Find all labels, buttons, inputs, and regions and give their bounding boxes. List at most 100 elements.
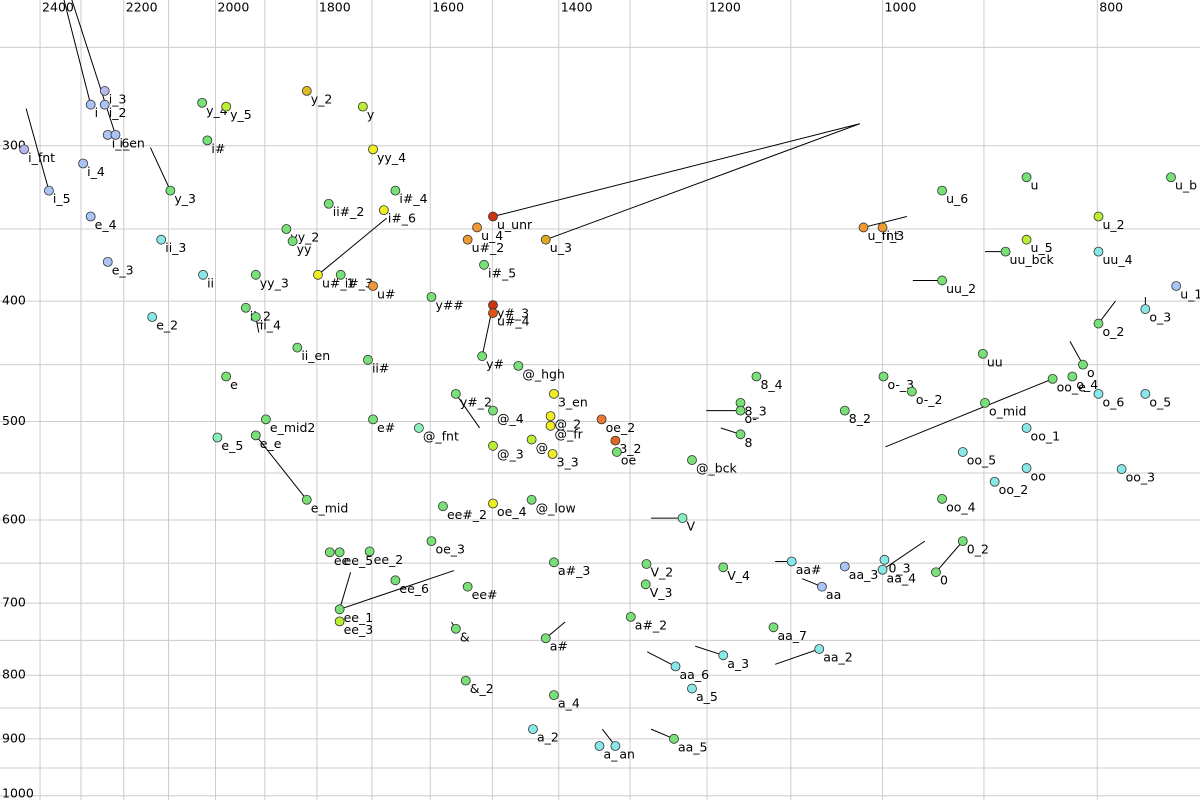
vowel-point bbox=[488, 498, 498, 509]
y-tick-label: 700 bbox=[2, 595, 26, 610]
vowel-point bbox=[937, 185, 947, 196]
vowel-point bbox=[462, 581, 473, 592]
point-label: oe_3 bbox=[435, 542, 465, 557]
vowel-point bbox=[488, 405, 498, 416]
vowel-point bbox=[878, 371, 889, 382]
vowel-point bbox=[313, 269, 323, 280]
point-label: i# bbox=[211, 141, 225, 156]
point-label: i bbox=[95, 105, 98, 120]
vowel-point bbox=[240, 302, 251, 313]
point-label: ii# bbox=[372, 360, 389, 375]
vowel-point bbox=[670, 661, 681, 672]
vowel-point bbox=[610, 435, 621, 446]
point-label: a_5 bbox=[696, 689, 718, 704]
vowel-point bbox=[1166, 172, 1176, 183]
vowel-point bbox=[931, 567, 941, 578]
point-label: &_2 bbox=[470, 681, 494, 696]
trajectory-line bbox=[885, 378, 1053, 448]
vowel-point bbox=[611, 447, 622, 457]
point-label: y_2 bbox=[311, 91, 333, 106]
vowel-point bbox=[839, 405, 850, 416]
point-label: o_4 bbox=[1076, 377, 1098, 392]
vowel-point bbox=[751, 371, 762, 382]
vowel-point bbox=[357, 101, 368, 112]
point-label: oe_4 bbox=[497, 504, 527, 519]
vowel-point bbox=[390, 185, 401, 196]
trajectory-line bbox=[339, 572, 352, 610]
vowel-point bbox=[438, 501, 448, 512]
vowel-point bbox=[250, 430, 261, 441]
point-label: oo bbox=[1031, 469, 1046, 484]
vowel-point bbox=[450, 388, 461, 399]
point-label: o_2 bbox=[1102, 324, 1124, 339]
y-tick-label: 1000 bbox=[2, 786, 34, 800]
point-label: a#_3 bbox=[558, 563, 590, 578]
point-label: yy_2 bbox=[290, 229, 319, 244]
vowel-point bbox=[156, 234, 167, 245]
vowel-point bbox=[877, 222, 888, 233]
x-tick-label: 1200 bbox=[709, 0, 741, 15]
point-label: 0_3 bbox=[888, 560, 910, 575]
vowel-point bbox=[540, 234, 551, 245]
point-label: o_5 bbox=[1149, 394, 1171, 409]
point-label: e_e bbox=[260, 436, 282, 451]
vowel-point bbox=[335, 269, 346, 280]
vowel-point bbox=[1000, 246, 1011, 257]
vowel-point bbox=[906, 386, 917, 397]
y-tick-label: 400 bbox=[2, 293, 26, 308]
vowel-point bbox=[545, 411, 556, 422]
point-label: uu bbox=[987, 354, 1003, 369]
point-label: yy bbox=[297, 242, 312, 257]
point-label: y## bbox=[435, 298, 463, 313]
point-label: i#_5 bbox=[488, 265, 516, 280]
vowel-point bbox=[718, 562, 729, 573]
vowel-point bbox=[260, 414, 271, 425]
point-label: u_4 bbox=[481, 228, 503, 243]
vowel-point bbox=[669, 733, 679, 744]
vowel-point bbox=[426, 536, 437, 547]
point-label: ii_3 bbox=[165, 240, 186, 255]
vowel-point bbox=[281, 224, 292, 234]
point-label: 8_4 bbox=[760, 377, 782, 392]
vowel-point bbox=[641, 559, 652, 569]
vowel-point bbox=[549, 388, 559, 399]
vowel-point bbox=[102, 257, 113, 267]
vowel-point bbox=[19, 144, 30, 155]
point-label: u#_1 bbox=[322, 275, 355, 290]
trajectory-line bbox=[317, 217, 388, 276]
point-label: ee_2 bbox=[374, 552, 404, 567]
point-label: V_4 bbox=[727, 568, 750, 583]
point-label: u_unr bbox=[497, 217, 533, 232]
point-label: ii_en bbox=[301, 348, 330, 363]
x-tick-label: 1400 bbox=[561, 0, 593, 15]
y-tick-label: 900 bbox=[2, 730, 26, 745]
vowel-point bbox=[413, 423, 424, 433]
point-label: o_mid bbox=[989, 403, 1026, 418]
vowel-point bbox=[488, 440, 498, 451]
vowel-point bbox=[786, 556, 797, 567]
point-label: @_fnt bbox=[423, 428, 459, 443]
point-label: y# bbox=[486, 357, 504, 372]
y-tick-label: 500 bbox=[2, 413, 26, 428]
trajectory-line bbox=[492, 123, 860, 217]
vowel-point bbox=[596, 414, 607, 425]
vowel-point bbox=[814, 644, 825, 654]
vowel-point bbox=[1093, 211, 1104, 222]
vowel-point bbox=[768, 622, 779, 633]
trajectory-line bbox=[63, 0, 92, 105]
vowel-point bbox=[334, 604, 345, 615]
point-label: aa_4 bbox=[887, 570, 917, 585]
trajectory-line bbox=[775, 648, 820, 665]
vowel-point bbox=[462, 234, 473, 245]
vowel-point bbox=[479, 259, 489, 270]
point-label: u_6 bbox=[946, 191, 968, 206]
point-label: 8_2 bbox=[849, 411, 871, 426]
point-label: @_3 bbox=[497, 446, 524, 461]
point-label: aa_2 bbox=[823, 649, 853, 664]
point-label: 0_2 bbox=[967, 542, 989, 557]
trajectory-line bbox=[882, 540, 926, 571]
point-label: e_3 bbox=[112, 262, 134, 277]
vowel-point bbox=[817, 581, 827, 592]
